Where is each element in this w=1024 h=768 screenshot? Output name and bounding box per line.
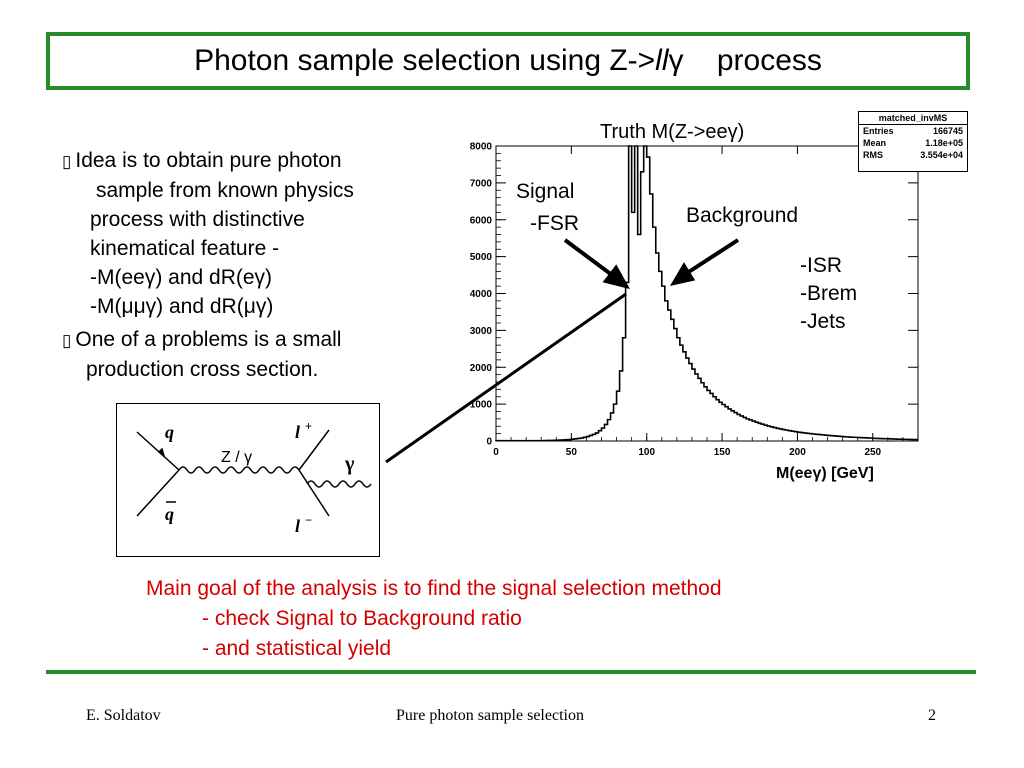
- background-arrow-head-icon: [669, 262, 696, 286]
- boson-wave: [178, 466, 300, 474]
- feyn-q-label: q: [165, 422, 174, 442]
- feynman-diagram-svg: q q Z / γ l + l − γ: [136, 419, 372, 536]
- footer-author: E. Soldatov: [86, 707, 161, 724]
- y-tick-label: 4000: [470, 289, 493, 300]
- histogram-series: [495, 145, 918, 442]
- x-axis-label: M(eeγ) [GeV]: [776, 465, 874, 482]
- page-number: 2: [928, 707, 936, 724]
- histogram-line: [495, 145, 918, 442]
- bullet-2-line-1: ▯ One of a problems is a small: [62, 328, 342, 351]
- y-tick-label: 1000: [470, 400, 493, 411]
- page-title: Photon sample selection using Z->llγ pro…: [194, 44, 822, 77]
- lepton-minus-line: [298, 469, 330, 517]
- signal-label: Signal: [516, 180, 575, 203]
- jets-label: -Jets: [800, 310, 846, 333]
- isr-label: -ISR: [800, 254, 842, 277]
- bullet-1-line-6: -M(μμγ) and dR(μγ): [90, 295, 274, 318]
- brem-label: -Brem: [800, 282, 858, 305]
- y-tick-label: 6000: [470, 215, 493, 226]
- background-label: Background: [686, 204, 799, 227]
- stat-box-title: matched_invMS: [859, 112, 967, 125]
- x-tick-label: 50: [566, 447, 578, 458]
- x-tick-label: 0: [493, 447, 499, 458]
- photon-wave: [306, 480, 372, 488]
- background-arrow: [682, 238, 740, 277]
- truth-label: Truth M(Z->eeγ): [600, 121, 745, 143]
- x-tick-label: 200: [789, 447, 806, 458]
- antiquark-line: [136, 469, 180, 517]
- y-tick-label: 8000: [470, 142, 493, 153]
- stat-box: matched_invMS Entries 166745 Mean 1.18e+05…: [858, 111, 968, 172]
- bullet-1-line-1: ▯ Idea is to obtain pure photon: [62, 149, 342, 172]
- signal-arrow-head-icon: [602, 264, 630, 290]
- connector-line: [385, 292, 627, 464]
- stat-row: Entries 166745: [863, 126, 963, 136]
- x-tick-label: 100: [638, 447, 655, 458]
- goal-text: Main goal of the analysis is to find the…: [146, 574, 722, 664]
- plot-frame: [495, 145, 919, 442]
- stat-row: Mean 1.18e+05: [863, 138, 963, 148]
- goal-line-1: Main goal of the analysis is to find the…: [146, 577, 722, 600]
- feynman-diagram: q q Z / γ l + l − γ: [116, 403, 380, 557]
- y-tick-label: 7000: [470, 178, 493, 189]
- feyn-lplus-sup: +: [305, 419, 312, 433]
- bullet-icon: ▯: [62, 331, 72, 350]
- bullet-1-line-2: sample from known physics: [96, 179, 354, 202]
- footer-title: Pure photon sample selection: [396, 707, 584, 724]
- y-tick-label: 3000: [470, 326, 493, 337]
- y-tick-label: 0: [486, 437, 492, 448]
- quark-line: [136, 431, 180, 471]
- feyn-zg-label: Z / γ: [221, 449, 252, 466]
- bullet-2-line-2: production cross section.: [86, 358, 319, 381]
- bullet-icon: ▯: [62, 152, 72, 171]
- stat-row: RMS 3.554e+04: [863, 150, 963, 160]
- x-tick-label: 150: [714, 447, 731, 458]
- arrow-icon: [157, 447, 166, 459]
- bullet-1-line-4: kinematical feature -: [90, 237, 280, 260]
- y-tick-label: 5000: [470, 252, 493, 263]
- goal-line-2: - check Signal to Background ratio: [202, 607, 522, 630]
- title-frame: [46, 32, 970, 90]
- feyn-lplus-label: l: [295, 422, 300, 442]
- feyn-lminus-label: l: [295, 516, 300, 536]
- lepton-plus-line: [298, 429, 330, 471]
- bullet-1-line-5: -M(eeγ) and dR(eγ): [90, 266, 273, 289]
- signal-arrow: [563, 238, 618, 280]
- x-tick-label: 250: [864, 447, 881, 458]
- feyn-lminus-sup: −: [305, 513, 312, 527]
- feyn-gamma-label: γ: [344, 453, 355, 475]
- bullet-list: ▯ Idea is to obtain pure photon sample fr…: [62, 146, 354, 384]
- bullet-1-line-3: process with distinctive: [90, 208, 305, 231]
- y-tick-label: 2000: [470, 363, 493, 374]
- feyn-qbar-label: q: [165, 504, 174, 524]
- footer-divider: [46, 670, 976, 674]
- histogram-axes: [495, 145, 919, 442]
- fsr-label: -FSR: [530, 212, 579, 235]
- goal-line-3: - and statistical yield: [202, 637, 392, 660]
